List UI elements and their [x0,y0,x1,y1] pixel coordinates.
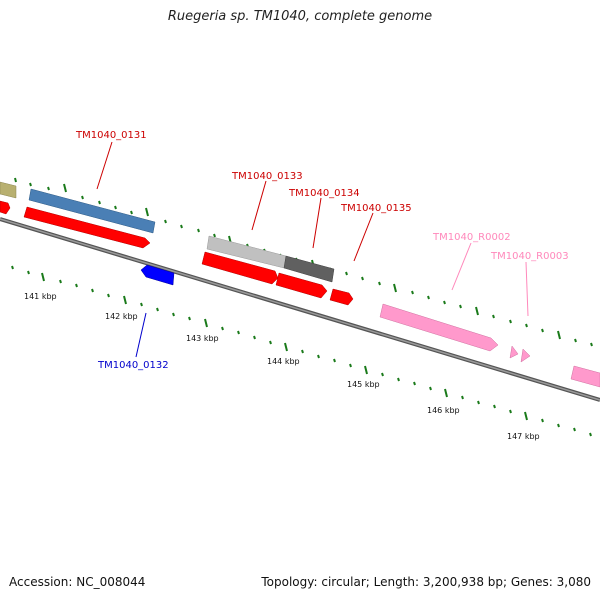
gene-label-tm1040-0135[interactable]: TM1040_0135 [340,203,412,214]
leader-line-0132 [135,312,147,358]
cds-arrow-edge[interactable] [0,200,11,215]
lower-tick-track [11,265,592,437]
gene-label-tm1040-0134[interactable]: TM1040_0134 [288,188,360,199]
cds-arrow-tm1040-0134[interactable] [275,272,328,299]
leader-line-0134 [312,197,322,249]
gene-feature-tm1040-0134[interactable] [283,255,335,283]
scale-label-142: 142 kbp [105,312,138,321]
rna-arrow-tm1040-r0003b[interactable] [520,348,531,363]
accession-text: Accession: NC_008044 [9,575,146,589]
gene-feature-khaki[interactable] [0,181,17,199]
scale-label-147: 147 kbp [507,432,540,441]
cds-arrow-tm1040-0135[interactable] [329,288,354,306]
gene-label-tm1040-r0002[interactable]: TM1040_R0002 [432,232,511,243]
genome-backbone-highlight [0,218,600,401]
gene-label-tm1040-0131[interactable]: TM1040_0131 [75,130,147,141]
leader-line-0135 [353,212,374,262]
cds-arrow-tm1040-0132[interactable] [140,264,175,286]
rna-arrow-edge[interactable] [570,365,600,388]
map-title: Ruegeria sp. TM1040, complete genome [167,9,433,24]
leader-line-r0003 [525,261,529,317]
cds-arrow-tm1040-0131[interactable] [23,206,151,249]
leader-line-0131 [96,141,113,190]
gene-label-tm1040-r0003[interactable]: TM1040_R0003 [490,251,569,262]
genome-summary-text: Topology: circular; Length: 3,200,938 bp… [261,575,591,589]
leader-line-r0002 [451,242,472,291]
scale-label-146: 146 kbp [427,406,460,415]
scale-label-144: 144 kbp [267,357,300,366]
cds-arrow-tm1040-0133[interactable] [201,251,279,285]
scale-label-145: 145 kbp [347,380,380,389]
gene-label-tm1040-0132[interactable]: TM1040_0132 [97,360,169,371]
scale-label-141: 141 kbp [24,292,57,301]
gene-feature-tm1040-0131[interactable] [28,188,156,234]
scale-label-143: 143 kbp [186,334,219,343]
gene-label-tm1040-0133[interactable]: TM1040_0133 [231,171,303,182]
leader-line-0133 [251,180,267,231]
rna-arrow-tm1040-r0003a[interactable] [509,345,519,359]
rna-arrow-tm1040-r0002[interactable] [379,303,499,352]
